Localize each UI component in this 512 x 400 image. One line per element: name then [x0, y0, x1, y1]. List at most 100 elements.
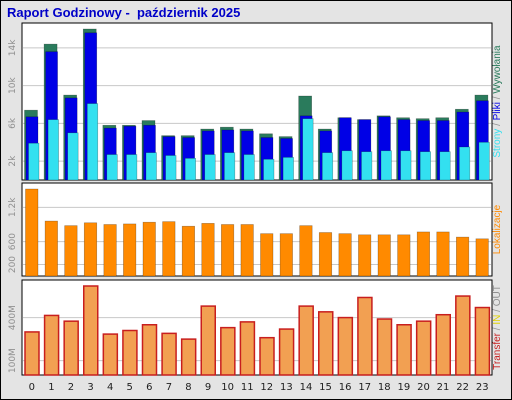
x-tick-label-hour: 0 — [29, 382, 35, 393]
transfer-bar-transfer_fill-22 — [455, 295, 471, 376]
transfer-series-label: Transfer / IN / OUT — [492, 285, 503, 370]
hits-bar-wywolania-13 — [282, 157, 294, 181]
report-title: Raport Godzinowy - październik 2025 — [7, 5, 241, 20]
transfer-bar-transfer_fill-9 — [200, 305, 216, 376]
transfer-y-tick-label: 100M — [8, 348, 18, 373]
hits-bar-wywolania-1 — [47, 119, 59, 181]
hits-bar-wywolania-7 — [165, 155, 177, 181]
transfer-bar-transfer_fill-2 — [63, 320, 79, 376]
visits-bar-lokalizacje-2 — [64, 225, 78, 277]
transfer-bar-transfer_fill-18 — [376, 318, 393, 376]
x-tick-label-hour: 12 — [260, 382, 273, 393]
transfer-series-label-part: IN — [492, 315, 503, 325]
transfer-series-label-part: / — [492, 325, 503, 333]
hits-series-label-part: / — [492, 120, 503, 128]
hits-bar-wywolania-18 — [380, 150, 392, 181]
transfer-bar-transfer_fill-1 — [43, 314, 60, 376]
hits-bar-wywolania-11 — [243, 154, 255, 181]
x-tick-label-hour: 11 — [241, 382, 254, 393]
transfer-bar-transfer_fill-15 — [318, 311, 334, 376]
hits-bar-wywolania-4 — [106, 154, 118, 181]
visits-series-label: Lokalizacje — [492, 204, 503, 254]
hits-bar-wywolania-22 — [459, 146, 471, 181]
visits-bar-lokalizacje-19 — [397, 234, 411, 277]
visits-bar-lokalizacje-23 — [475, 238, 489, 277]
transfer-bar-transfer_fill-23 — [474, 306, 491, 376]
hits-series-label: Strony / Pliki / Wywołania — [492, 45, 503, 158]
hits-series-label-part: / — [492, 94, 503, 102]
visits-bar-lokalizacje-5 — [123, 223, 137, 277]
transfer-series-label-part: OUT — [492, 285, 503, 306]
hits-bar-wywolania-16 — [341, 150, 353, 181]
hits-bar-wywolania-9 — [204, 154, 216, 181]
transfer-bar-transfer_fill-13 — [278, 328, 295, 376]
visits-series-label-part: Lokalizacje — [492, 204, 503, 254]
visits-bar-lokalizacje-18 — [377, 234, 391, 277]
visits-bar-lokalizacje-11 — [240, 224, 254, 277]
transfer-panel — [21, 279, 493, 376]
x-tick-label-hour: 4 — [107, 382, 113, 393]
transfer-bar-transfer_fill-7 — [161, 332, 177, 376]
x-tick-label-hour: 8 — [185, 382, 191, 393]
x-tick-label-hour: 16 — [339, 382, 352, 393]
visits-y-tick-label: 200 — [8, 256, 18, 273]
transfer-series-label-part: Transfer — [492, 332, 503, 370]
hits-bar-wywolania-20 — [419, 151, 431, 181]
visits-bar-lokalizacje-22 — [456, 236, 470, 277]
hits-y-tick-label: 10k — [8, 77, 18, 94]
transfer-y-tick-label: 400M — [8, 305, 18, 330]
x-tick-label-hour: 2 — [68, 382, 74, 393]
hits-bar-wywolania-0 — [28, 142, 40, 181]
hits-bar-wywolania-10 — [224, 152, 236, 181]
x-tick-label-hour: 7 — [166, 382, 172, 393]
hits-panel — [21, 22, 493, 181]
visits-y-tick-label: 600 — [8, 233, 18, 250]
hits-bar-wywolania-3 — [86, 103, 99, 181]
visits-bar-lokalizacje-3 — [83, 222, 98, 277]
hits-bar-wywolania-15 — [321, 152, 334, 181]
x-tick-label-hour: 21 — [437, 382, 450, 393]
visits-bar-lokalizacje-14 — [299, 225, 313, 277]
x-tick-label-hour: 5 — [127, 382, 133, 393]
hits-series-label-part: Strony — [492, 129, 503, 158]
transfer-bar-transfer_fill-4 — [102, 333, 119, 376]
hits-bar-wywolania-8 — [184, 157, 196, 181]
x-tick-label-hour: 22 — [456, 382, 469, 393]
visits-y-tick-label: 1.2k — [8, 197, 18, 217]
x-tick-label-hour: 6 — [146, 382, 152, 393]
transfer-bar-transfer_fill-11 — [239, 321, 256, 376]
x-tick-label-hour: 1 — [48, 382, 54, 393]
hits-bar-wywolania-14 — [302, 118, 314, 181]
visits-bar-lokalizacje-9 — [201, 223, 215, 277]
hits-series-label-part: Pliki — [492, 102, 503, 120]
transfer-bar-transfer_fill-10 — [220, 326, 236, 376]
visits-panel — [21, 182, 493, 277]
hits-y-tick-label: 6k — [8, 117, 18, 129]
hits-y-tick-label: 2k — [8, 155, 18, 167]
x-tick-label-hour: 13 — [280, 382, 293, 393]
transfer-bar-transfer_fill-12 — [259, 336, 275, 376]
transfer-bar-transfer_fill-21 — [435, 313, 451, 376]
hits-bar-wywolania-12 — [263, 158, 275, 181]
x-tick-label-hour: 10 — [221, 382, 234, 393]
visits-bar-lokalizacje-1 — [44, 220, 58, 277]
x-tick-label-hour: 18 — [378, 382, 391, 393]
transfer-series-label-part: / — [492, 306, 503, 314]
hits-bar-wywolania-5 — [126, 154, 138, 181]
transfer-bar-transfer_fill-3 — [83, 285, 99, 376]
x-tick-label-hour: 3 — [87, 382, 93, 393]
hits-series-label-part: Wywołania — [492, 45, 503, 94]
transfer-bar-transfer_fill-20 — [415, 320, 432, 376]
visits-bar-lokalizacje-15 — [318, 232, 333, 277]
transfer-bar-transfer_fill-6 — [141, 324, 158, 376]
hits-y-tick-label: 14k — [8, 39, 18, 56]
transfer-bar-transfer_fill-19 — [396, 324, 412, 376]
visits-bar-lokalizacje-16 — [338, 233, 352, 277]
visits-bar-lokalizacje-20 — [416, 231, 430, 277]
x-tick-label-hour: 15 — [319, 382, 332, 393]
visits-bar-lokalizacje-8 — [181, 225, 195, 277]
transfer-bar-transfer_fill-17 — [357, 296, 373, 376]
hits-bar-wywolania-17 — [361, 151, 373, 181]
x-tick-label-hour: 14 — [300, 382, 313, 393]
